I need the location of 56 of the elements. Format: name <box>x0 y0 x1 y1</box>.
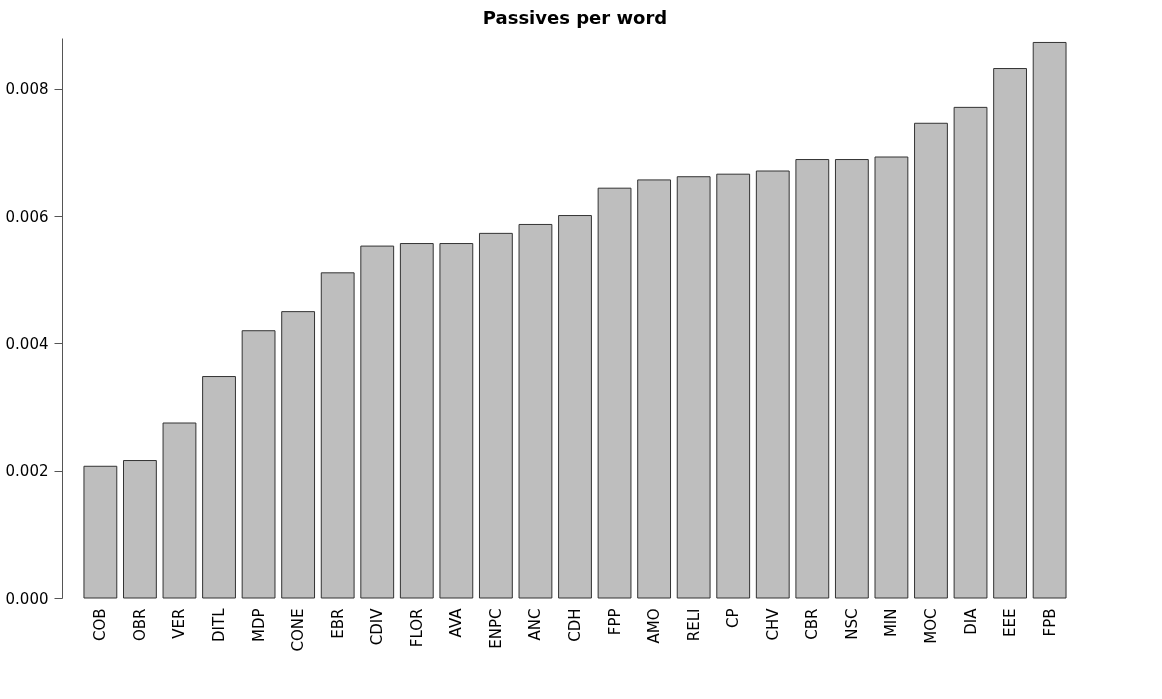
bar <box>478 232 513 599</box>
bar <box>676 176 711 599</box>
x-tick-label: OBR <box>130 608 149 642</box>
bar <box>755 170 790 599</box>
x-tick-label: VER <box>170 608 189 639</box>
y-tick-label: 0.006 <box>5 207 49 226</box>
bar <box>597 187 632 599</box>
bar <box>953 106 988 599</box>
bar <box>123 460 157 599</box>
bar <box>399 243 434 599</box>
bar <box>360 245 395 599</box>
x-tick-label: DITL <box>210 607 229 642</box>
chart-title: Passives per word <box>482 7 668 28</box>
bar <box>993 68 1027 599</box>
x-tick-label: COB <box>91 608 110 642</box>
bar <box>1032 41 1067 599</box>
bar <box>518 223 553 599</box>
x-tick-label: MIN <box>882 608 901 638</box>
bar <box>162 422 197 599</box>
y-tick-label: 0.008 <box>5 80 49 99</box>
x-tick-label: CP <box>724 608 743 629</box>
x-tick-label: CDH <box>566 608 584 642</box>
bar <box>914 122 948 599</box>
y-tick-label: 0.002 <box>5 462 49 481</box>
bar <box>874 156 909 599</box>
x-tick-label: AMO <box>645 608 664 644</box>
bar <box>795 159 830 599</box>
y-tick-label: 0.000 <box>5 589 49 608</box>
x-tick-label: ANC <box>526 608 545 641</box>
y-tick-label: 0.004 <box>5 334 49 353</box>
x-tick-label: NSC <box>842 608 861 640</box>
bar <box>439 243 474 599</box>
x-tick-label: AVA <box>447 607 466 638</box>
bar <box>83 465 118 599</box>
x-tick-label: FPP <box>605 608 624 636</box>
x-tick-label: CHV <box>763 607 782 641</box>
x-tick-label: EBR <box>328 608 347 639</box>
x-tick-label: RELI <box>684 608 703 642</box>
x-tick-label: CONE <box>289 608 308 652</box>
x-tick-label: EEE <box>1001 608 1020 637</box>
bar <box>558 215 592 599</box>
x-tick-label: MDP <box>249 608 268 643</box>
bar <box>202 376 236 599</box>
bar <box>637 179 672 599</box>
x-tick-label: FPB <box>1040 608 1059 637</box>
bar <box>716 173 751 599</box>
x-tick-label: FLOR <box>407 608 426 648</box>
x-tick-label: CBR <box>803 608 822 640</box>
bar <box>281 311 316 599</box>
x-tick-label: DIA <box>961 607 980 635</box>
x-tick-label: MOC <box>921 608 940 644</box>
bar <box>320 272 355 599</box>
x-tick-label: ENPC <box>486 608 505 649</box>
x-tick-label: CDIV <box>368 607 387 646</box>
bar <box>834 159 869 599</box>
bar <box>241 330 276 599</box>
